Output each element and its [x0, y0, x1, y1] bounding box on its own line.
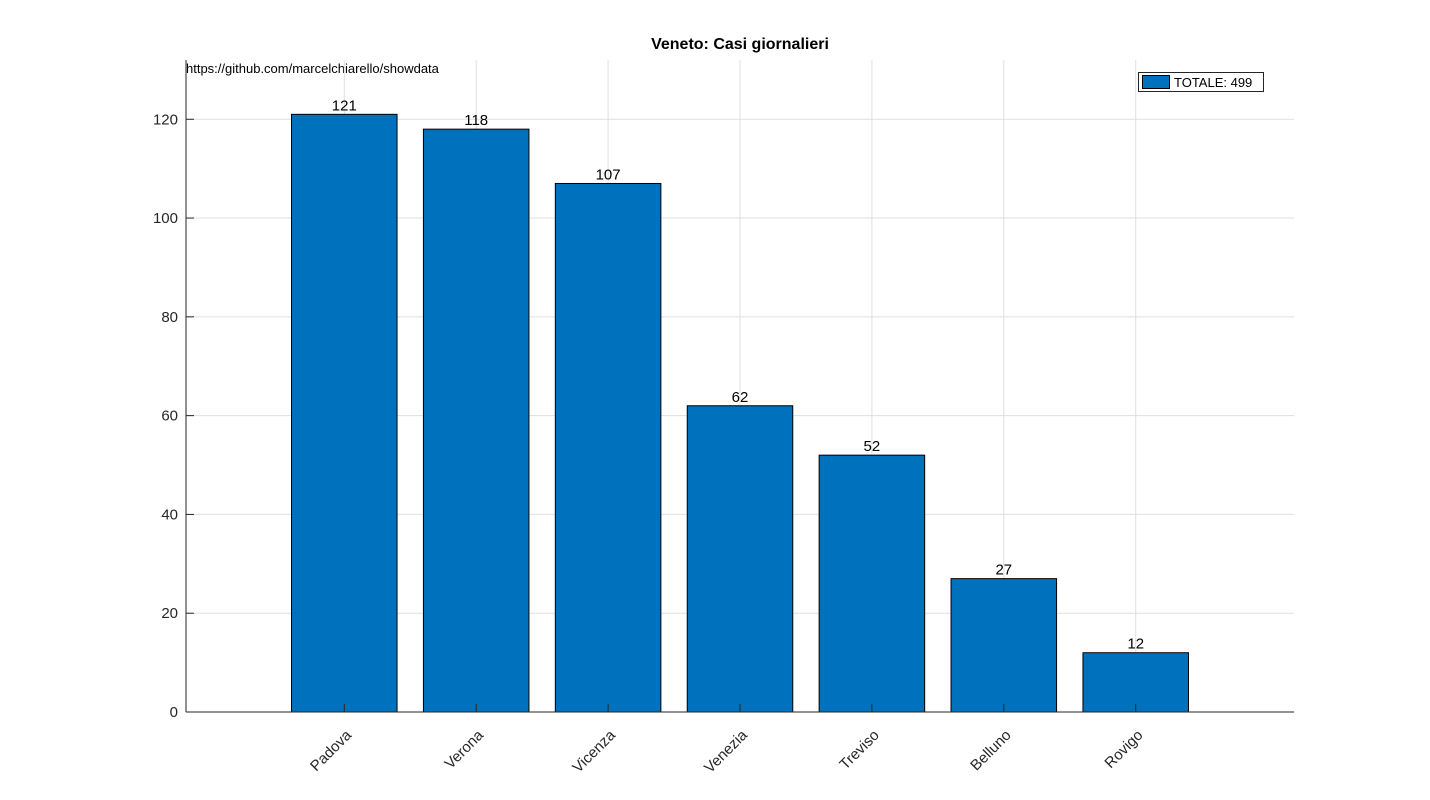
- data-label: 12: [1127, 636, 1144, 653]
- y-tick-label: 120: [153, 111, 178, 128]
- y-tick-label: 100: [153, 210, 178, 227]
- y-tick-label: 40: [161, 506, 178, 523]
- x-tick-label: Vicenza: [569, 726, 619, 776]
- data-label: 107: [596, 166, 621, 183]
- legend-swatch: [1142, 75, 1170, 89]
- x-tick-label: Verona: [441, 726, 487, 772]
- x-tick-label: Rovigo: [1101, 727, 1146, 772]
- bar-venezia: [686, 405, 794, 713]
- axes: [185, 60, 1294, 713]
- data-label: 52: [864, 438, 881, 455]
- y-tick-label: 20: [161, 605, 178, 622]
- x-tick-label: Treviso: [836, 727, 882, 773]
- x-tick-label: Venezia: [701, 726, 751, 776]
- x-tick-label: Padova: [307, 726, 355, 774]
- data-label: 121: [332, 97, 357, 114]
- x-tick-label: Belluno: [967, 727, 1014, 774]
- y-tick-label: 0: [170, 704, 178, 721]
- bar-belluno: [950, 578, 1058, 713]
- bar-vicenza: [554, 182, 662, 713]
- y-tick-label: 80: [161, 309, 178, 326]
- y-tick-label: 60: [161, 408, 178, 425]
- data-label: 118: [464, 112, 488, 129]
- bar-verona: [422, 128, 530, 713]
- source-annotation: https://github.com/marcelchiarello/showd…: [186, 61, 439, 76]
- bars: [291, 113, 1189, 713]
- bar-padova: [291, 113, 398, 713]
- bar-treviso: [818, 454, 926, 713]
- data-label: 27: [995, 562, 1012, 579]
- legend-label: TOTALE: 499: [1174, 74, 1253, 90]
- data-label: 62: [732, 389, 749, 406]
- legend: TOTALE: 499: [1138, 72, 1264, 92]
- bar-rovigo: [1082, 652, 1189, 713]
- chart-title: Veneto: Casi giornalieri: [651, 36, 829, 53]
